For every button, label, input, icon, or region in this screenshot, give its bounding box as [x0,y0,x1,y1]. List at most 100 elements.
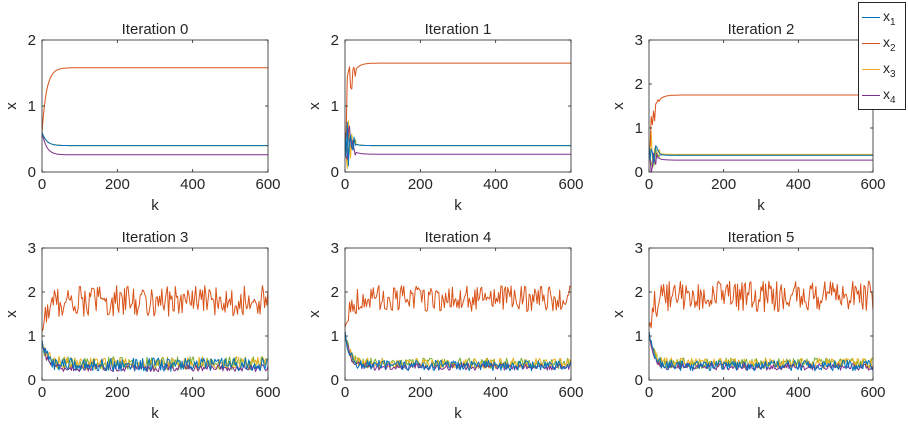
series-line-x2 [649,280,873,329]
y-tick-label: 1 [331,98,339,115]
subplot-title: Iteration 2 [728,21,795,38]
y-axis-label: x [3,102,20,110]
x-axis-label: k [757,197,765,214]
legend-swatch-x1 [862,17,880,18]
series-line-x3 [649,130,873,165]
series-line-x2 [42,67,268,133]
series-group [42,285,268,373]
legend-label-x2: x2 [883,34,896,54]
legend-label-x3: x3 [883,60,896,80]
y-tick-label: 2 [331,284,339,301]
y-tick-label: 1 [635,120,643,137]
y-tick-label: 3 [635,32,643,49]
subplot-0: 0 200 400 600 0 1 2 Iteration 0 k x [3,21,281,214]
y-tick-label: 2 [28,32,36,49]
axes-box [344,247,572,381]
x-tick-label: 400 [786,384,811,401]
y-axis-label: x [306,310,323,318]
y-tick-label: 0 [331,372,339,389]
legend-swatch-x3 [862,69,880,70]
series-line-x2 [649,94,873,147]
x-tick-label: 600 [860,176,885,193]
y-tick-label: 0 [28,164,36,181]
x-axis-label: k [454,197,462,214]
series-line-x1 [649,331,873,372]
subplot-3: 0 200 400 600 0 1 2 3 Iteration 3 k x [3,229,281,422]
x-tick-label: 0 [645,384,653,401]
x-tick-label: 400 [180,384,205,401]
y-tick-label: 0 [28,372,36,389]
legend-swatch-x2 [862,43,880,44]
plot-area [649,248,873,380]
subplot-2: 0 200 400 600 0 1 2 3 Iteration 2 k x [610,21,886,214]
x-tick-label: 0 [341,384,349,401]
x-axis-label: k [151,197,159,214]
subplot-1: 0 200 400 600 0 1 2 Iteration 1 k x [306,21,584,214]
legend-item-x3: x3 [859,57,907,81]
x-tick-label: 400 [180,176,205,193]
series-line-x1 [345,331,571,372]
y-axis-label: x [306,102,323,110]
legend-item-x1: x1 [859,5,907,29]
x-axis-label: k [454,405,462,422]
subplot-title: Iteration 5 [728,229,795,246]
x-tick-label: 600 [860,384,885,401]
series-line-x4 [42,132,268,156]
y-tick-label: 2 [331,32,339,49]
x-tick-label: 0 [645,176,653,193]
x-axis-label: k [757,405,765,422]
y-tick-label: 1 [635,328,643,345]
series-line-x1 [345,121,571,167]
x-tick-label: 200 [711,384,736,401]
x-tick-label: 200 [408,176,433,193]
series-line-x2 [345,62,571,138]
x-tick-label: 600 [558,176,583,193]
legend-label-x4: x4 [883,86,896,106]
y-axis-label: x [610,310,627,318]
series-group [649,94,873,172]
series-group [345,285,571,372]
x-tick-label: 600 [558,384,583,401]
y-tick-label: 3 [635,240,643,257]
subplot-title: Iteration 0 [122,21,189,38]
series-group [345,62,571,170]
plot-area [649,40,873,172]
x-tick-label: 0 [38,176,46,193]
plot-area [345,40,571,172]
x-tick-label: 200 [711,176,736,193]
y-tick-label: 1 [28,328,36,345]
subplot-title: Iteration 4 [425,229,492,246]
y-tick-label: 2 [635,284,643,301]
y-tick-label: 0 [635,372,643,389]
plot-area [42,40,268,172]
y-tick-label: 3 [331,240,339,257]
x-tick-label: 400 [786,176,811,193]
x-axis-label: k [151,405,159,422]
x-tick-label: 600 [255,384,280,401]
subplot-title: Iteration 3 [122,229,189,246]
y-tick-label: 1 [28,98,36,115]
y-tick-label: 1 [331,328,339,345]
legend-swatch-x4 [862,95,880,96]
y-tick-label: 3 [28,240,36,257]
legend: x1 x2 x3 x4 [858,2,906,110]
legend-item-x2: x2 [859,31,907,55]
axes-box [648,247,874,381]
x-tick-label: 0 [38,384,46,401]
y-tick-label: 0 [635,164,643,181]
y-tick-label: 2 [635,76,643,93]
legend-label-x1: x1 [883,8,896,28]
series-line-x4 [42,340,268,373]
series-group [649,280,873,372]
legend-item-x4: x4 [859,83,907,107]
x-tick-label: 0 [341,176,349,193]
series-line-x4 [345,125,571,160]
axes-box [41,247,269,381]
x-tick-label: 200 [408,384,433,401]
series-line-x4 [649,145,873,172]
subplot-5: 0 200 400 600 0 1 2 3 Iteration 5 k x [610,229,886,422]
series-group [42,67,268,156]
x-tick-label: 200 [105,176,130,193]
y-tick-label: 0 [331,164,339,181]
